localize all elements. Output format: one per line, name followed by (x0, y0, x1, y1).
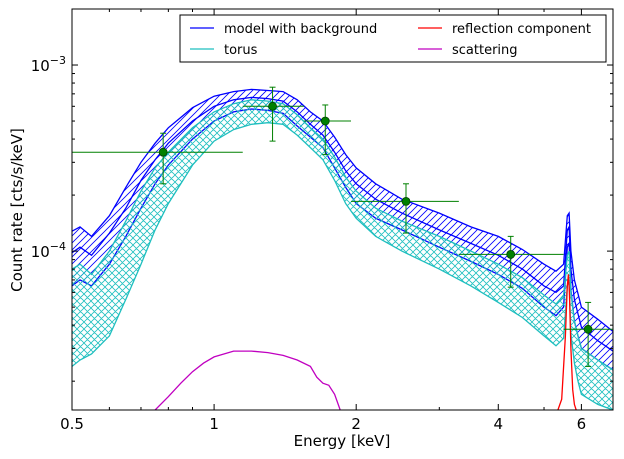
scattering-line (154, 350, 341, 410)
series-layer (72, 88, 613, 410)
data-marker (320, 116, 330, 126)
legend-label: reflection component (452, 22, 591, 37)
x-tick-label: 4 (494, 415, 504, 433)
axis-ticks: 0.5 1 2 4 6 10−4 10−3 (31, 9, 613, 433)
data-marker (158, 147, 168, 157)
legend-label: torus (224, 43, 258, 58)
torus-upper-line (72, 99, 613, 371)
legend-item: scattering (418, 43, 518, 58)
plot-area: 0.5 1 2 4 6 10−4 10−3 (31, 8, 614, 433)
x-tick-label: 1 (209, 415, 219, 433)
legend-item: reflection component (418, 22, 591, 37)
model-with-background-upper-line (72, 88, 613, 333)
data-point (458, 235, 564, 288)
data-marker (268, 101, 277, 111)
legend-label: scattering (452, 43, 518, 58)
data-points (72, 86, 613, 367)
legend: model with background reflection componen… (179, 14, 607, 63)
y-tick-label: 10−3 (31, 54, 66, 75)
data-point (72, 132, 243, 185)
y-tick-label: 10−4 (31, 240, 66, 261)
reflection-component-line (557, 274, 577, 410)
x-tick-label: 0.5 (60, 415, 84, 433)
data-point (242, 86, 304, 142)
x-tick-label: 6 (577, 415, 587, 433)
data-marker (506, 250, 516, 259)
x-tick-label: 2 (351, 415, 361, 433)
data-point (350, 183, 459, 234)
model-with-background-line (72, 96, 613, 352)
plot-frame (71, 8, 614, 411)
legend-label: model with background (224, 22, 377, 37)
data-point (563, 301, 613, 367)
x-axis-label: Energy [keV] (294, 432, 391, 450)
y-axis-label: Count rate [cts/s/keV] (8, 128, 26, 292)
data-marker (401, 196, 411, 206)
legend-item: torus (190, 43, 258, 58)
data-marker (583, 324, 593, 334)
data-point (303, 104, 351, 156)
legend-frame (179, 14, 607, 63)
legend-item: model with background (190, 22, 377, 37)
